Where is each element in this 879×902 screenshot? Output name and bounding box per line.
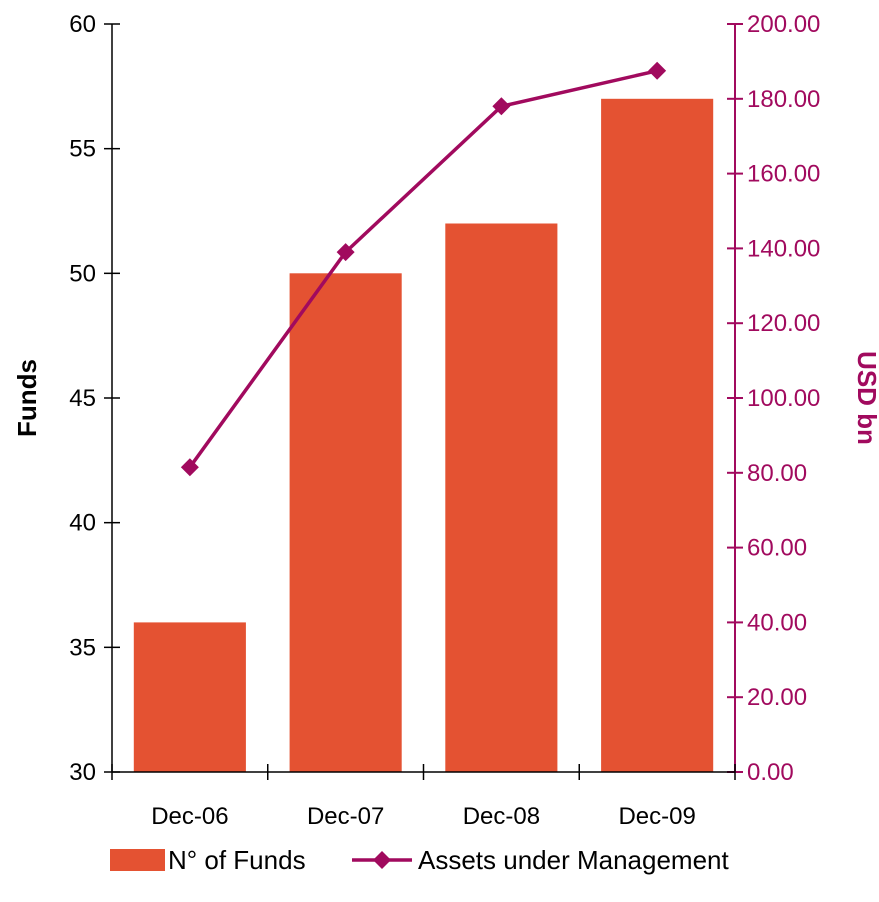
legend: N° of Funds Assets under Management	[110, 845, 730, 875]
bar-dec-09	[601, 98, 714, 773]
right-tick-label: 20.00	[747, 684, 807, 711]
x-tick-label: Dec-06	[151, 803, 228, 830]
aum-point-dec-09	[648, 61, 667, 80]
bar-dec-07	[289, 273, 402, 772]
aum-point-dec-07	[336, 243, 355, 262]
bar-dec-06	[133, 622, 246, 772]
right-tick-label: 120.00	[747, 310, 820, 337]
left-axis: 30 35 40 45 50 55 60	[69, 11, 120, 786]
left-tick-label: 55	[69, 136, 96, 163]
legend-bar-swatch	[110, 849, 165, 871]
right-axis: 0.00 20.00 40.00 60.00 80.00 100.00 120.00 140.…	[727, 11, 820, 786]
right-tick-label: 200.00	[747, 11, 820, 38]
right-tick-label: 180.00	[747, 86, 820, 113]
left-tick-label: 40	[69, 510, 96, 537]
right-tick-label: 160.00	[747, 161, 820, 188]
left-tick-label: 35	[69, 634, 96, 661]
x-tick-label: Dec-07	[307, 803, 384, 830]
left-tick-label: 45	[69, 385, 96, 412]
legend-line-marker	[373, 851, 391, 869]
bars-layer	[133, 98, 714, 773]
aum-point-dec-06	[180, 458, 199, 477]
left-tick-label: 30	[69, 759, 96, 786]
left-axis-title: Funds	[12, 359, 42, 437]
right-tick-label: 0.00	[747, 759, 794, 786]
right-tick-label: 140.00	[747, 235, 820, 262]
x-tick-label: Dec-08	[463, 803, 540, 830]
right-tick-label: 80.00	[747, 460, 807, 487]
right-axis-title: USD bn	[852, 351, 879, 445]
bar-dec-08	[445, 223, 558, 772]
x-axis: Dec-06 Dec-07 Dec-08 Dec-09	[111, 764, 736, 830]
line-layer	[180, 61, 667, 477]
left-tick-label: 60	[69, 11, 96, 38]
x-tick-label: Dec-09	[618, 803, 695, 830]
aum-line	[188, 69, 658, 469]
legend-bar-label: N° of Funds	[168, 845, 306, 875]
right-tick-label: 100.00	[747, 385, 820, 412]
right-tick-label: 60.00	[747, 535, 807, 562]
legend-line-label: Assets under Management	[418, 845, 730, 875]
right-tick-label: 40.00	[747, 609, 807, 636]
left-tick-label: 50	[69, 260, 96, 287]
aum-point-dec-08	[492, 97, 511, 116]
